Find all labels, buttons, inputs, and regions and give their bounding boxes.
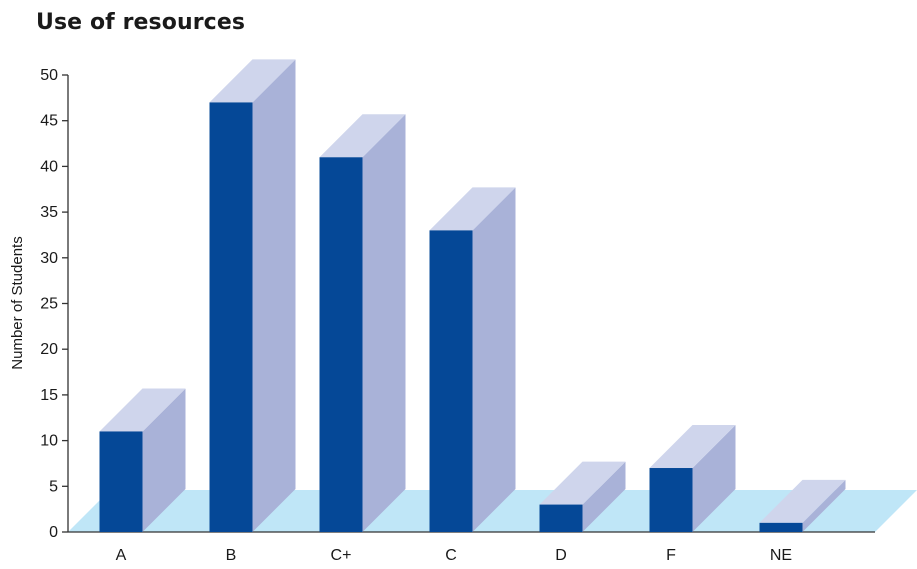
x-tick-label: NE bbox=[770, 547, 792, 564]
bar-side bbox=[142, 388, 186, 532]
y-tick-label: 15 bbox=[40, 387, 58, 404]
x-tick-label: D bbox=[555, 547, 567, 564]
y-tick-label: 40 bbox=[40, 158, 58, 175]
bar-front bbox=[539, 504, 583, 532]
chart-title: Use of resources bbox=[36, 10, 246, 35]
bar-top bbox=[209, 59, 296, 103]
x-tick-label: C bbox=[445, 547, 457, 564]
bar-f bbox=[649, 425, 736, 532]
bar-b bbox=[209, 59, 296, 533]
y-tick-label: 5 bbox=[49, 478, 58, 495]
bar-side bbox=[802, 479, 846, 532]
bar-front bbox=[429, 230, 473, 532]
y-tick-label: 20 bbox=[40, 341, 58, 358]
y-tick-label: 35 bbox=[40, 204, 58, 221]
bar-ne bbox=[759, 479, 846, 532]
x-tick-label: F bbox=[666, 547, 676, 564]
bar-top bbox=[319, 114, 406, 158]
y-tick-label: 10 bbox=[40, 433, 58, 450]
bar-side bbox=[582, 461, 626, 532]
bar-front bbox=[759, 522, 803, 532]
bar-side bbox=[362, 114, 406, 532]
y-ticks: 0 5 10 15 20 25 30 35 40 45 50 bbox=[40, 67, 68, 541]
x-labels: A B C+ C D F NE bbox=[116, 547, 792, 564]
bar-top bbox=[539, 461, 626, 505]
bars bbox=[99, 59, 846, 533]
bar-d bbox=[539, 461, 626, 532]
bar-front bbox=[319, 157, 363, 532]
x-tick-label: B bbox=[226, 547, 237, 564]
x-tick-label: C+ bbox=[331, 547, 352, 564]
y-tick-label: 30 bbox=[40, 250, 58, 267]
y-tick-label: 0 bbox=[49, 524, 58, 541]
bar-front bbox=[209, 102, 253, 533]
bar-side bbox=[252, 59, 296, 533]
x-tick-label: A bbox=[116, 547, 127, 564]
bar-top bbox=[429, 187, 516, 231]
bar-top bbox=[649, 425, 736, 469]
bar-top bbox=[759, 479, 846, 523]
bar-front bbox=[99, 431, 143, 532]
bar-c bbox=[429, 187, 516, 532]
bar-top bbox=[99, 388, 186, 432]
bar-c-plus bbox=[319, 114, 406, 532]
bar-a bbox=[99, 388, 186, 532]
y-tick-label: 25 bbox=[40, 296, 58, 313]
y-tick-label: 45 bbox=[40, 113, 58, 130]
bar-side bbox=[472, 187, 516, 532]
bar-side bbox=[692, 425, 736, 532]
y-tick-label: 50 bbox=[40, 67, 58, 84]
y-axis-label: Number of Students bbox=[9, 236, 26, 369]
bar-front bbox=[649, 468, 693, 532]
